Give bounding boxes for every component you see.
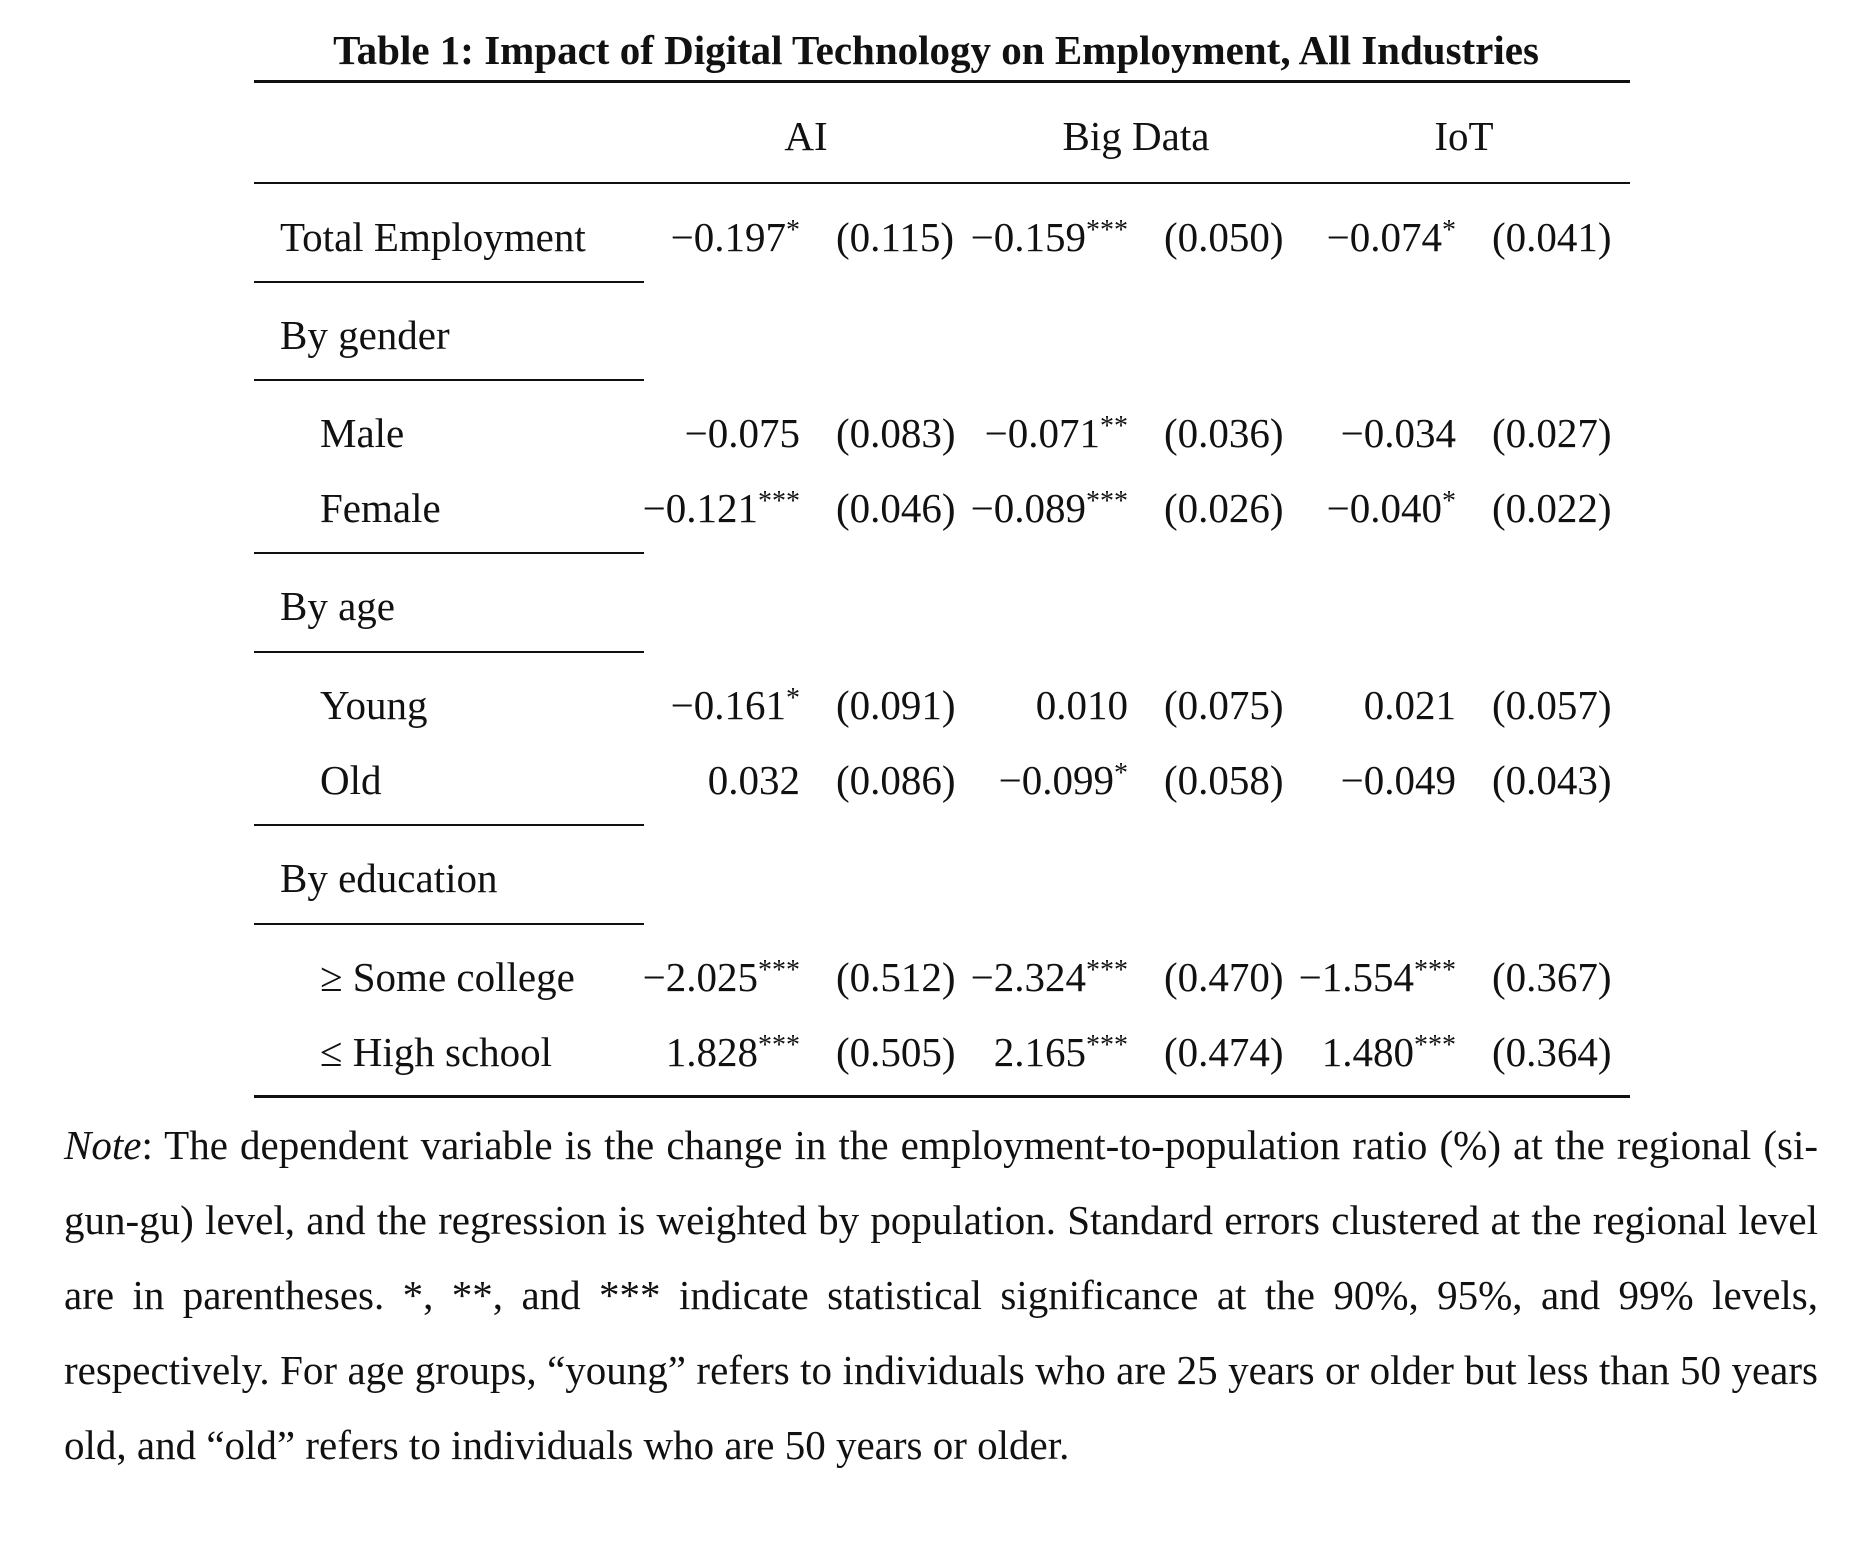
coef-cell: −0.071** xyxy=(984,410,1128,456)
row-label-total-employment: Total Employment xyxy=(280,214,586,260)
se-cell: (0.022) xyxy=(1492,485,1612,531)
table-note: Note: The dependent variable is the chan… xyxy=(64,1108,1818,1483)
row-label-high-school: ≤ High school xyxy=(320,1029,553,1075)
se-cell: (0.086) xyxy=(836,757,956,803)
column-header-iot: IoT xyxy=(1434,113,1494,159)
se-cell: (0.512) xyxy=(836,954,956,1000)
coef-cell: −0.049 xyxy=(1340,757,1456,803)
row-label-some-college: ≥ Some college xyxy=(320,954,575,1000)
se-cell: (0.364) xyxy=(1492,1029,1612,1075)
se-cell: (0.050) xyxy=(1164,214,1284,260)
se-cell: (0.046) xyxy=(836,485,956,531)
section-rule xyxy=(254,824,644,826)
coef-cell: 0.032 xyxy=(707,757,800,803)
coef-cell: −0.040* xyxy=(1326,485,1456,531)
header-rule xyxy=(254,182,1630,184)
se-cell: (0.041) xyxy=(1492,214,1612,260)
section-rule xyxy=(254,552,644,554)
section-rule xyxy=(254,379,644,381)
section-label-by-education: By education xyxy=(280,855,498,901)
section-rule xyxy=(254,651,644,653)
se-cell: (0.474) xyxy=(1164,1029,1284,1075)
row-label-old: Old xyxy=(320,757,382,803)
se-cell: (0.091) xyxy=(836,682,956,728)
section-rule xyxy=(254,923,644,925)
coef-cell: 0.010 xyxy=(1035,682,1128,728)
se-cell: (0.115) xyxy=(836,214,955,260)
row-label-young: Young xyxy=(320,682,428,728)
coef-cell: 0.021 xyxy=(1363,682,1456,728)
coef-cell: −0.034 xyxy=(1340,410,1456,456)
coef-cell: −0.197* xyxy=(670,214,800,260)
coef-cell: −0.159*** xyxy=(970,214,1128,260)
se-cell: (0.043) xyxy=(1492,757,1612,803)
coef-cell: −0.074* xyxy=(1326,214,1456,260)
se-cell: (0.057) xyxy=(1492,682,1612,728)
row-label-female: Female xyxy=(320,485,441,531)
coef-cell: 1.828*** xyxy=(665,1029,800,1075)
top-rule xyxy=(254,80,1630,83)
section-rule xyxy=(254,281,644,283)
section-label-by-age: By age xyxy=(280,583,395,629)
coef-cell: −0.089*** xyxy=(970,485,1128,531)
se-cell: (0.470) xyxy=(1164,954,1284,1000)
se-cell: (0.058) xyxy=(1164,757,1284,803)
se-cell: (0.367) xyxy=(1492,954,1612,1000)
se-cell: (0.075) xyxy=(1164,682,1284,728)
se-cell: (0.026) xyxy=(1164,485,1284,531)
column-header-big-data: Big Data xyxy=(1062,113,1210,159)
note-lead: Note xyxy=(64,1122,142,1168)
se-cell: (0.083) xyxy=(836,410,956,456)
table-caption: Table 1: Impact of Digital Technology on… xyxy=(333,27,1539,73)
note-text: : The dependent variable is the change i… xyxy=(64,1122,1818,1468)
se-cell: (0.036) xyxy=(1164,410,1284,456)
coef-cell: −0.121*** xyxy=(642,485,800,531)
coef-cell: 1.480*** xyxy=(1321,1029,1456,1075)
row-label-male: Male xyxy=(320,410,405,456)
coef-cell: −2.324*** xyxy=(970,954,1128,1000)
coef-cell: −0.075 xyxy=(684,410,800,456)
coef-cell: −0.099* xyxy=(998,757,1128,803)
se-cell: (0.027) xyxy=(1492,410,1612,456)
coef-cell: −1.554*** xyxy=(1298,954,1456,1000)
coef-cell: −0.161* xyxy=(670,682,800,728)
bottom-rule xyxy=(254,1095,1630,1098)
se-cell: (0.505) xyxy=(836,1029,956,1075)
section-label-by-gender: By gender xyxy=(280,312,450,358)
column-header-ai: AI xyxy=(784,113,828,159)
coef-cell: −2.025*** xyxy=(642,954,800,1000)
coef-cell: 2.165*** xyxy=(993,1029,1128,1075)
